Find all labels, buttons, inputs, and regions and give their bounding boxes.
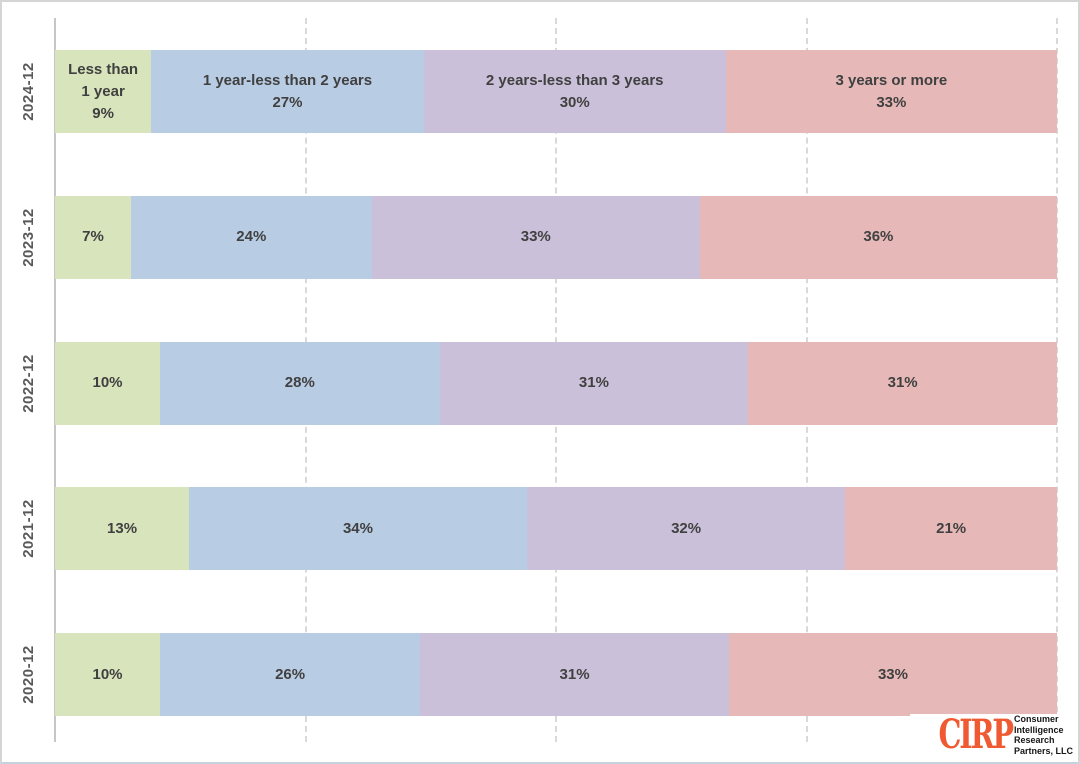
segment-value: 31% bbox=[887, 374, 918, 391]
category-axis-label-text: 2020-12 bbox=[20, 645, 37, 704]
segment-value: 9% bbox=[92, 104, 114, 122]
bar-segment: 31% bbox=[748, 341, 1057, 425]
category-axis-label: 2023-12 bbox=[2, 196, 55, 279]
segment-value: 31% bbox=[578, 374, 609, 391]
category-axis-label-text: 2023-12 bbox=[20, 207, 37, 267]
segment-value: 24% bbox=[236, 228, 267, 246]
segment-value: 33% bbox=[877, 665, 908, 683]
bar-segment: 33% bbox=[371, 195, 700, 279]
bar-segment: 32% bbox=[526, 487, 846, 571]
bar-segment: 7% bbox=[55, 195, 131, 279]
segment-value: 34% bbox=[342, 519, 373, 537]
cirp-logo: CIRP Consumer Intelligence Research Part… bbox=[910, 714, 1073, 756]
category-axis-label: 2024-12 bbox=[2, 50, 55, 133]
cirp-logo-line: Research bbox=[1013, 735, 1055, 745]
bar-segment: 36% bbox=[699, 195, 1057, 279]
segment-value: 30% bbox=[559, 93, 590, 111]
segment-value: 33% bbox=[520, 228, 551, 246]
segment-value: 21% bbox=[936, 519, 967, 537]
category-axis-label-text: 2022-12 bbox=[20, 353, 37, 413]
cirp-logo-line: Consumer bbox=[1013, 714, 1059, 724]
segment-value: 13% bbox=[107, 519, 138, 537]
chart-row: 2023-12 7% 24% 33% 36% bbox=[2, 195, 1057, 279]
chart-rows: 2024-12 Less than 1 year 9% 1 year-less tha… bbox=[2, 18, 1057, 742]
segment-series-name: 2 years-less than 3 years bbox=[485, 71, 664, 89]
stacked-bar: 10% 26% 31% 33% bbox=[55, 633, 1057, 716]
stacked-bar: 13% 34% 32% 21% bbox=[55, 487, 1057, 571]
stacked-bar: 10% 28% 31% 31% bbox=[55, 341, 1057, 425]
segment-value: 10% bbox=[92, 374, 123, 391]
bar-segment: 31% bbox=[439, 341, 749, 425]
chart-row: 2021-12 13% 34% 32% 21% bbox=[2, 487, 1057, 571]
segment-series-name: Less than 1 year bbox=[68, 60, 139, 100]
bar-segment: 1 year-less than 2 years 27% bbox=[151, 50, 424, 133]
segment-series-name: 1 year-less than 2 years bbox=[202, 71, 373, 89]
category-axis-label-text: 2021-12 bbox=[20, 499, 37, 559]
cirp-logo-acronym: CIRP bbox=[938, 711, 1015, 758]
chart-row: 2020-12 10% 26% 31% 33% bbox=[2, 633, 1057, 716]
stacked-bar: 7% 24% 33% 36% bbox=[55, 195, 1057, 279]
bar-segment: 3 years or more 33% bbox=[725, 50, 1057, 133]
bar-segment: 34% bbox=[189, 487, 527, 571]
stacked-bar: Less than 1 year 9% 1 year-less than 2 yea… bbox=[55, 50, 1057, 133]
bar-segment: 21% bbox=[845, 487, 1057, 571]
bar-segment: 24% bbox=[130, 195, 372, 279]
bar-segment: 2 years-less than 3 years 30% bbox=[423, 50, 726, 133]
cirp-logo-line: Partners, LLC bbox=[1013, 745, 1073, 756]
bar-segment: 10% bbox=[55, 633, 160, 716]
gridline bbox=[1056, 18, 1058, 742]
segment-value: 28% bbox=[284, 374, 315, 391]
segment-value: 27% bbox=[272, 93, 303, 111]
bar-segment: 13% bbox=[55, 487, 190, 571]
chart-row: 2024-12 Less than 1 year 9% 1 year-less tha… bbox=[2, 50, 1057, 133]
cirp-logo-line: Intelligence bbox=[1013, 724, 1064, 735]
chart-row: 2022-12 10% 28% 31% 31% bbox=[2, 341, 1057, 425]
bar-segment: 26% bbox=[160, 633, 421, 716]
bar-segment: 33% bbox=[728, 633, 1057, 716]
segment-series-name: 3 years or more bbox=[835, 71, 948, 89]
segment-value: 7% bbox=[82, 228, 104, 246]
cirp-logo-text: Consumer Intelligence Research Partners,… bbox=[1014, 714, 1073, 756]
bar-segment: 28% bbox=[160, 341, 440, 425]
bar-segment: Less than 1 year 9% bbox=[55, 50, 152, 133]
bar-segment: 31% bbox=[420, 633, 729, 716]
segment-value: 36% bbox=[863, 228, 894, 246]
category-axis-label: 2020-12 bbox=[2, 633, 55, 716]
category-axis-label-text: 2024-12 bbox=[20, 62, 37, 121]
category-axis-label: 2021-12 bbox=[2, 487, 55, 570]
bar-segment: 10% bbox=[55, 341, 160, 425]
segment-value: 26% bbox=[275, 665, 306, 683]
segment-value: 32% bbox=[671, 519, 702, 537]
segment-value: 31% bbox=[559, 665, 590, 683]
segment-value: 10% bbox=[92, 665, 123, 683]
category-axis-label: 2022-12 bbox=[2, 342, 55, 425]
segment-value: 33% bbox=[876, 93, 907, 111]
